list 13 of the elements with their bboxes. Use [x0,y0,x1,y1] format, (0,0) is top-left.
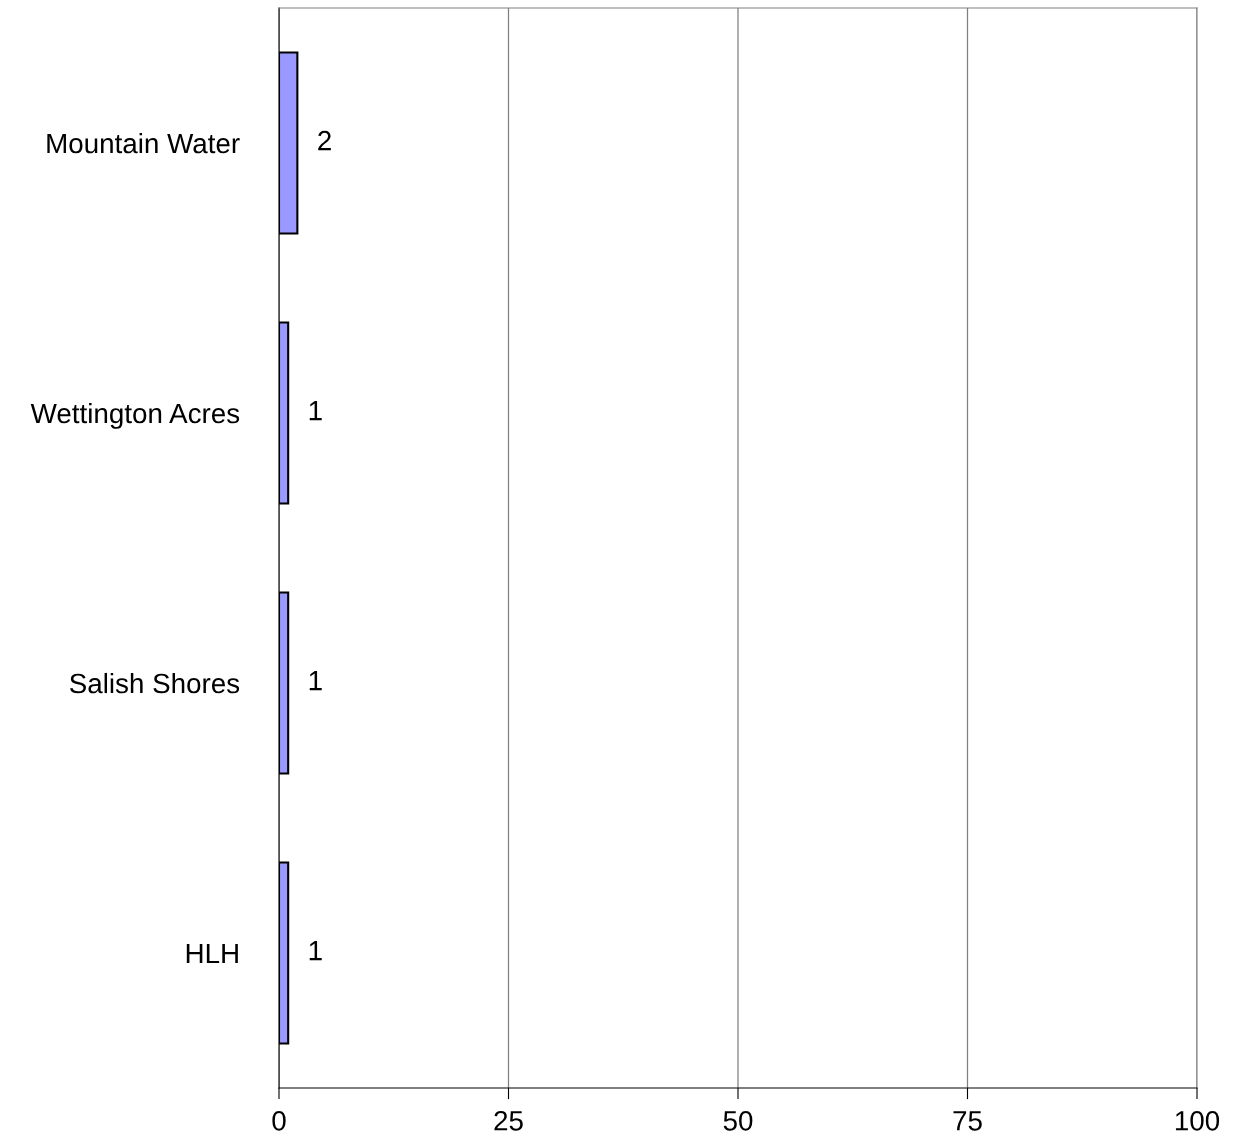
x-tick-label: 50 [723,1110,753,1131]
data-label: 1 [309,671,322,691]
x-tick-label: 0 [272,1110,286,1131]
x-tick-label: 75 [953,1111,982,1131]
y-tick-label: HLH [186,943,238,964]
x-tick-label: 100 [1175,1110,1220,1131]
y-tick-label: Mountain Water [47,132,240,154]
x-tick-label: 25 [494,1110,523,1131]
data-label: 1 [309,941,322,961]
y-tick-label: Salish Shores [69,672,240,694]
y-tick-label: Wettington Acres [30,402,240,429]
data-label: 2 [318,130,331,151]
data-label: 1 [309,401,322,421]
